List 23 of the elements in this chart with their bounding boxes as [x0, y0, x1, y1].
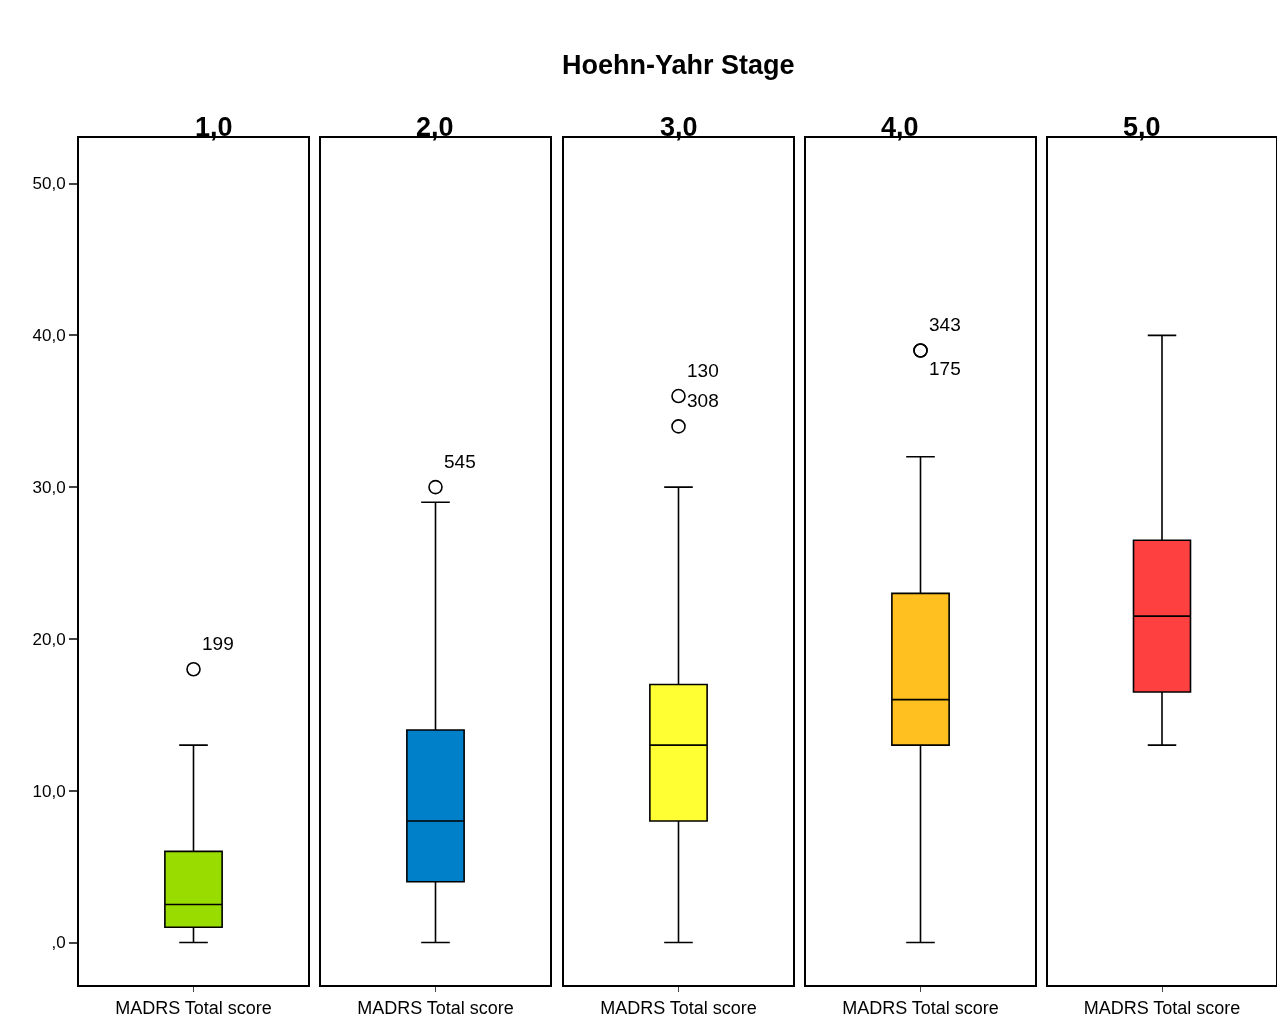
x-tick-label: MADRS Total score — [842, 997, 999, 1018]
annotation: 130 — [687, 360, 719, 381]
chart-title: 1,0 — [195, 112, 233, 142]
y-tick-label: 40,0 — [32, 326, 66, 346]
chart-title: 5,0 — [1123, 112, 1161, 142]
chart-title: 4,0 — [881, 112, 919, 142]
annotation: 199 — [202, 633, 234, 654]
text: Hoehn-Yahr Stage — [562, 50, 795, 80]
annotation: 308 — [687, 390, 719, 411]
x-tick-label: MADRS Total score — [115, 997, 272, 1018]
x-tick-label: MADRS Total score — [600, 997, 757, 1018]
y-tick-label: ,0 — [51, 933, 66, 953]
annotation: 175 — [929, 358, 961, 379]
x-tick-label: MADRS Total score — [357, 997, 514, 1018]
y-tick-label: 50,0 — [32, 174, 66, 194]
y-tick-label: 30,0 — [32, 478, 66, 498]
chart-title: 3,0 — [660, 112, 698, 142]
chart-title: 2,0 — [416, 112, 454, 142]
y-tick-label: 10,0 — [32, 781, 66, 801]
annotation: 545 — [444, 451, 476, 472]
annotation: 343 — [929, 314, 961, 335]
x-tick-label: MADRS Total score — [1083, 997, 1241, 1018]
y-tick-label: 20,0 — [32, 629, 66, 649]
